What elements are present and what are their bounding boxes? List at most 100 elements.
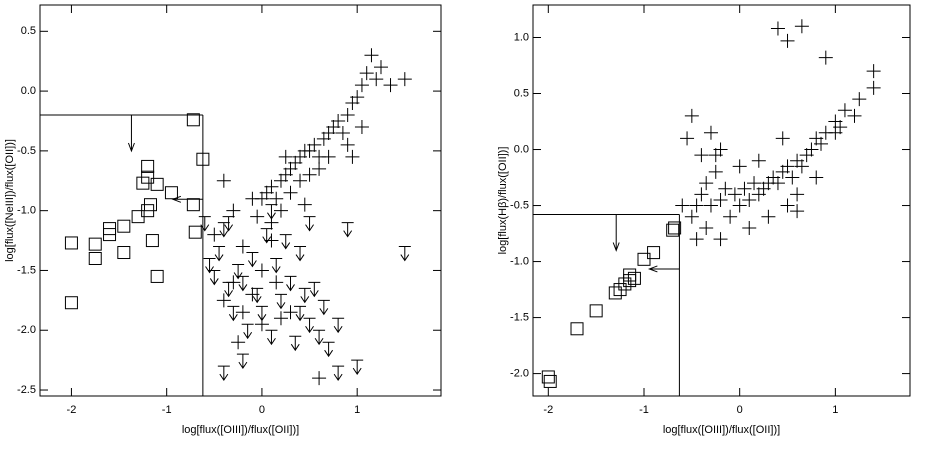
- plus-marker: [814, 136, 829, 151]
- upper-limit-marker: [260, 228, 273, 244]
- plus-marker: [785, 170, 800, 185]
- plus-marker: [369, 72, 384, 87]
- square-marker: [141, 170, 155, 184]
- upper-limit-marker: [303, 317, 316, 334]
- plus-marker: [732, 198, 747, 213]
- y-tick-label: 0.0: [21, 85, 36, 97]
- upper-limit-marker: [251, 287, 264, 304]
- plus-marker: [354, 78, 369, 93]
- square-marker: [541, 370, 555, 384]
- plus-marker: [250, 209, 265, 224]
- plus-marker: [780, 159, 795, 174]
- plus-marker: [694, 187, 709, 202]
- upper-limit-marker: [398, 246, 411, 262]
- square-marker: [668, 221, 682, 235]
- square-marker: [186, 198, 200, 212]
- plus-marker: [775, 131, 790, 146]
- upper-limit-marker: [222, 216, 235, 232]
- plus-marker: [837, 103, 852, 118]
- plus-marker: [713, 192, 728, 207]
- square-marker: [186, 113, 200, 127]
- upper-limit-marker: [289, 335, 302, 352]
- plus-marker: [245, 191, 260, 206]
- plus-marker: [699, 176, 714, 191]
- plus-marker: [804, 142, 819, 157]
- plus-marker: [751, 153, 766, 168]
- plus-marker: [742, 220, 757, 235]
- upper-limit-marker: [270, 257, 283, 274]
- plus-marker: [340, 137, 355, 152]
- plus-marker: [383, 78, 398, 93]
- upper-limit-marker: [213, 246, 226, 262]
- plus-marker: [293, 173, 308, 188]
- square-marker: [141, 159, 155, 173]
- plus-marker: [312, 371, 327, 386]
- square-marker: [117, 246, 131, 260]
- upper-limit-marker: [265, 329, 278, 346]
- plus-marker: [278, 149, 293, 164]
- plus-marker: [373, 60, 388, 75]
- plus-marker: [207, 227, 222, 242]
- x-tick-label: 1: [354, 404, 360, 416]
- square-marker: [543, 374, 557, 388]
- plus-marker: [703, 198, 718, 213]
- upper-limit-marker: [217, 365, 230, 382]
- plus-marker: [770, 176, 785, 191]
- square-marker: [589, 304, 603, 318]
- upper-limit-marker: [217, 222, 230, 238]
- upper-limit-marker: [313, 329, 326, 346]
- x-tick-label: 0: [737, 404, 743, 416]
- y-tick-label: -1.0: [510, 255, 529, 267]
- upper-limit-marker: [341, 222, 354, 238]
- plus-marker: [354, 119, 369, 134]
- upper-limit-marker: [255, 305, 268, 322]
- plus-marker: [684, 108, 699, 123]
- plus-marker: [794, 159, 809, 174]
- y-axis-label: log[flux([NeIII])/flux([OII])]: [4, 139, 16, 262]
- x-axis-label: log[flux([OIII])/flux([OII])]: [182, 424, 299, 436]
- plus-marker: [866, 64, 881, 79]
- x-tick-label: -1: [639, 404, 649, 416]
- upper-limit-marker: [303, 216, 316, 232]
- plus-marker: [312, 161, 327, 176]
- plus-marker: [703, 125, 718, 140]
- upper-limit-marker: [265, 204, 278, 220]
- x-axis-label: log[flux([OIII])/flux([OII])]: [663, 424, 780, 436]
- plus-marker: [283, 305, 298, 320]
- plus-marker: [273, 311, 288, 326]
- upper-limit-marker: [198, 216, 211, 232]
- plus-marker: [273, 203, 288, 218]
- plus-marker: [331, 113, 346, 128]
- plus-marker: [345, 149, 360, 164]
- plus-marker: [216, 173, 231, 188]
- y-tick-label: -2.5: [17, 384, 36, 396]
- upper-limit-marker: [208, 269, 221, 286]
- y-tick-label: -0.5: [510, 199, 529, 211]
- plot-frame: [39, 4, 442, 397]
- x-tick-label: 0: [259, 404, 265, 416]
- plus-marker: [254, 263, 269, 278]
- y-axis-label: log[flux(Hβ)/flux([OII])]: [497, 147, 509, 255]
- plus-marker: [302, 167, 317, 182]
- plus-marker: [335, 125, 350, 140]
- square-marker: [666, 223, 680, 237]
- square-marker: [647, 246, 661, 260]
- plus-marker: [809, 170, 824, 185]
- square-marker: [88, 237, 102, 251]
- square-marker: [117, 219, 131, 233]
- plus-marker: [364, 48, 379, 63]
- square-marker: [637, 252, 651, 266]
- upper-limit-marker: [236, 275, 249, 292]
- upper-limit-marker: [332, 317, 345, 334]
- y-tick-label: -2.0: [17, 324, 36, 336]
- y-tick-label: 0.0: [514, 143, 529, 155]
- plus-marker: [718, 181, 733, 196]
- plus-marker: [359, 66, 374, 81]
- plus-marker: [216, 293, 231, 308]
- plus-marker: [269, 275, 284, 290]
- plus-marker: [350, 90, 365, 105]
- square-marker: [64, 296, 78, 310]
- plus-marker: [780, 198, 795, 213]
